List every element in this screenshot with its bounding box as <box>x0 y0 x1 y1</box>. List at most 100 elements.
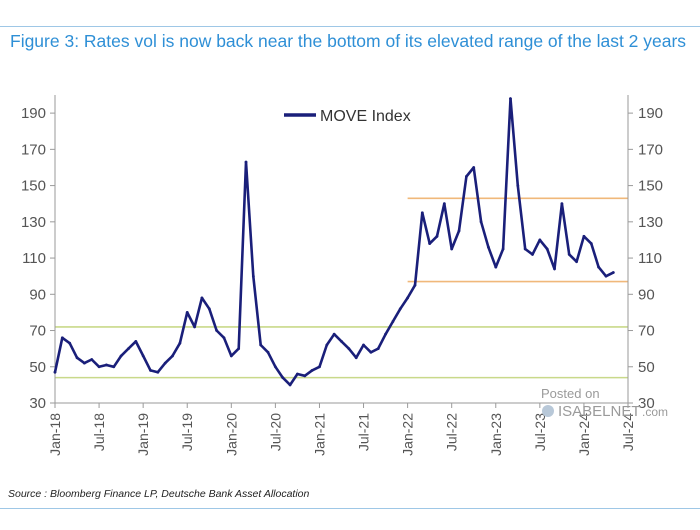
x-tick-label: Jul-20 <box>267 413 283 451</box>
data-point <box>185 311 189 314</box>
y-tick-label-right: 170 <box>638 141 663 158</box>
x-tick-label: Jan-21 <box>311 413 327 456</box>
axes: 30 30 50 50 70 70 90 90 110 110 130 130 150 150 170 170… <box>21 95 663 456</box>
data-point <box>296 372 299 376</box>
legend-label: MOVE Index <box>320 108 411 125</box>
title-top-rule <box>0 26 700 27</box>
data-point <box>582 234 586 238</box>
data-point <box>560 202 564 206</box>
series-line-move-index <box>53 97 615 387</box>
data-point <box>318 365 321 369</box>
data-point <box>141 354 145 358</box>
data-point <box>60 336 64 340</box>
x-tick-label: Jan-19 <box>135 413 151 456</box>
watermark-line3: .com <box>642 405 668 419</box>
data-point <box>406 296 410 300</box>
y-tick-label-left: 190 <box>21 105 46 122</box>
data-point <box>597 265 601 269</box>
data-point <box>244 160 248 164</box>
data-point <box>149 368 152 372</box>
data-point <box>303 374 307 378</box>
data-point <box>251 274 255 278</box>
data-point <box>509 97 512 101</box>
y-tick-label-left: 50 <box>29 359 46 376</box>
data-point <box>75 356 79 360</box>
x-tick-label: Jul-18 <box>91 413 107 451</box>
data-point <box>545 247 549 251</box>
x-tick-label: Jan-22 <box>400 413 416 456</box>
x-tick-label: Jan-23 <box>488 413 504 456</box>
data-point <box>340 340 343 343</box>
data-point <box>472 166 476 169</box>
data-point <box>112 365 116 369</box>
data-point <box>494 265 498 269</box>
data-point <box>171 354 174 358</box>
data-point <box>553 267 556 271</box>
y-tick-label-left: 30 <box>29 395 46 412</box>
data-point <box>479 220 483 224</box>
y-tick-label-right: 110 <box>638 250 662 267</box>
watermark-logo-icon <box>542 405 554 417</box>
x-tick-label: Jul-24 <box>620 413 636 451</box>
data-point <box>487 245 490 249</box>
y-tick-label-left: 110 <box>22 250 46 267</box>
data-point <box>237 347 241 351</box>
data-point <box>266 350 270 354</box>
data-point <box>259 343 263 347</box>
chart-title: Figure 3: Rates vol is now back near the… <box>10 31 687 51</box>
data-point <box>97 365 101 369</box>
data-point <box>215 329 219 332</box>
x-tick-label: Jul-23 <box>532 413 548 451</box>
data-point <box>90 358 94 361</box>
data-point <box>200 296 204 300</box>
series-layer <box>53 97 615 387</box>
data-point <box>384 332 387 336</box>
reference-lines <box>55 197 628 379</box>
data-point <box>538 238 542 242</box>
data-point <box>273 365 277 369</box>
data-point <box>229 354 233 358</box>
data-point <box>428 242 432 245</box>
y-tick-label-right: 70 <box>638 323 655 340</box>
source-note: Source : Bloomberg Finance LP, Deutsche … <box>8 488 310 500</box>
data-point <box>222 336 226 340</box>
data-point <box>611 271 615 274</box>
x-tick-label: Jan-18 <box>47 413 63 456</box>
data-point <box>127 347 130 351</box>
data-point <box>347 347 351 351</box>
x-tick-label: Jan-24 <box>576 413 592 456</box>
x-tick-label: Jan-20 <box>223 413 239 456</box>
data-point <box>134 340 138 343</box>
bottom-rule <box>0 508 700 509</box>
y-tick-label-left: 70 <box>29 323 46 340</box>
watermark-line1: Posted on <box>541 386 600 401</box>
data-point <box>82 361 86 365</box>
data-point <box>604 274 608 278</box>
data-point <box>567 253 571 256</box>
data-point <box>516 184 520 187</box>
data-point <box>53 370 57 374</box>
y-tick-label-right: 150 <box>638 178 663 195</box>
data-point <box>281 376 285 380</box>
x-tick-label: Jul-19 <box>179 413 195 451</box>
data-point <box>288 383 292 387</box>
data-point <box>310 368 314 372</box>
data-point <box>207 307 211 311</box>
data-point <box>457 229 461 233</box>
x-tick-label: Jul-22 <box>444 413 460 451</box>
y-tick-label-right: 90 <box>638 286 655 303</box>
data-point <box>450 247 454 251</box>
data-point <box>362 343 365 347</box>
y-tick-label-left: 90 <box>29 286 46 303</box>
data-point <box>413 283 417 287</box>
data-point <box>531 253 534 256</box>
data-point <box>398 307 402 311</box>
data-point <box>523 247 527 251</box>
y-tick-label-left: 150 <box>21 178 46 195</box>
y-tick-label-right: 30 <box>638 395 655 412</box>
data-point <box>325 343 329 347</box>
data-point <box>193 325 196 329</box>
data-point <box>178 341 182 345</box>
watermark: Posted on ISABELNET .com <box>541 386 668 420</box>
